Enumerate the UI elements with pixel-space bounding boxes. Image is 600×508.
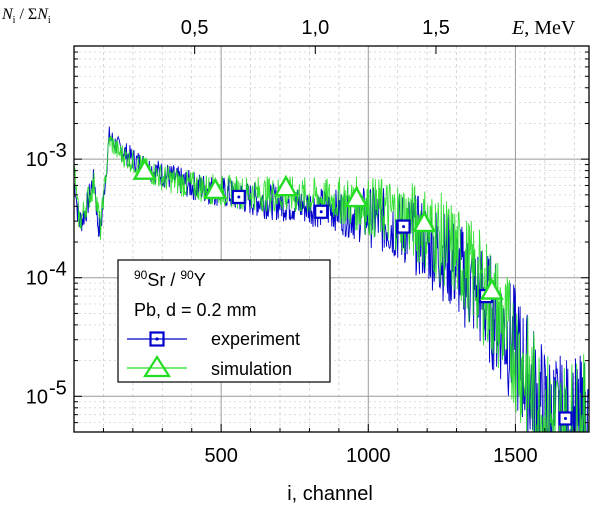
legend-simulation-marker: [143, 354, 171, 378]
y-tick-exponent: -5: [49, 377, 67, 399]
x-tick-label: 1000: [346, 445, 391, 467]
legend-simulation-label: simulation: [211, 359, 292, 379]
x-axis-label: i, channel: [287, 483, 373, 505]
y-tick-label: 10: [26, 268, 48, 290]
top-axis-label: E, MeV: [511, 17, 576, 39]
legend-material-label: Pb, d = 0.2 mm: [134, 300, 257, 320]
legend-experiment-marker: [149, 331, 165, 347]
simulation-marker: [273, 174, 298, 197]
legend-experiment-label: experiment: [211, 329, 300, 349]
experiment-marker-dot: [237, 195, 241, 199]
experiment-marker-dot: [402, 225, 406, 229]
y-tick-exponent: -3: [49, 140, 67, 162]
simulation-marker: [479, 278, 504, 300]
y-axis-label: Ni / ΣNi: [1, 6, 51, 26]
x-tick-label: 500: [204, 445, 237, 467]
top-tick-label: 0,5: [181, 17, 209, 39]
x-tick-label: 1500: [493, 445, 538, 467]
simulation-line: [74, 135, 589, 432]
top-tick-label: 1,0: [301, 17, 329, 39]
y-tick-exponent: -4: [49, 259, 67, 281]
simulation-marker: [132, 158, 157, 180]
axis-ticks: [74, 46, 589, 432]
plot-frame: [73, 45, 590, 433]
experiment-marker-dot: [319, 210, 323, 214]
legend-experiment-marker-dot: [155, 337, 159, 341]
simulation-marker: [412, 210, 437, 233]
y-tick-label: 10: [26, 149, 48, 171]
series-lines: [74, 126, 589, 432]
series-markers: [132, 158, 573, 426]
y-tick-label: 10: [26, 386, 48, 408]
simulation-marker: [203, 177, 228, 200]
legend-source-label: 90Sr / 90Y: [134, 268, 206, 290]
legend: 90Sr / 90Y Pb, d = 0.2 mm experiment sim…: [117, 259, 331, 383]
experiment-marker-dot: [563, 416, 567, 420]
top-tick-label: 1,5: [422, 17, 450, 39]
simulation-marker: [344, 185, 369, 208]
